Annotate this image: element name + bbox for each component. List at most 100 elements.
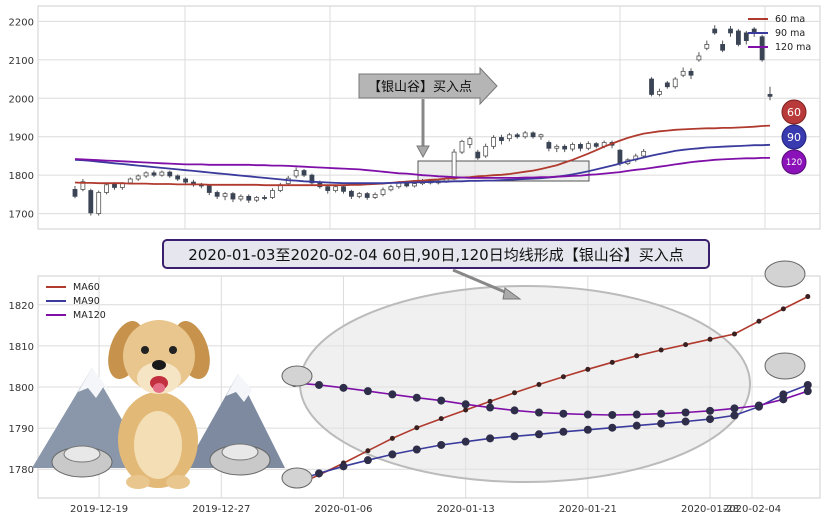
mountain-left-snow <box>78 368 112 398</box>
ma60-point <box>756 318 762 324</box>
candle-body <box>475 151 481 159</box>
badge-120-label: 120 <box>786 158 802 168</box>
badge-120 <box>781 149 807 175</box>
ma120-point <box>486 403 495 412</box>
legend-label-ma60: MA60 <box>73 282 100 293</box>
badge-90-label: 90 <box>787 131 801 144</box>
bottom-ma-lines <box>290 294 812 489</box>
top-y-tick-label: 1900 <box>9 133 34 144</box>
ma90-point <box>388 450 397 459</box>
candle-body <box>680 70 686 76</box>
candle-body <box>222 193 228 197</box>
candle-body <box>293 170 299 177</box>
ma90-line <box>294 384 809 483</box>
bottom-x-tick-label: 2020-01-06 <box>314 504 372 515</box>
ma60-line <box>74 124 771 187</box>
candle-body <box>546 142 552 149</box>
candle-body <box>467 138 473 145</box>
legend-label-ma120: MA120 <box>73 310 106 321</box>
ma60-point <box>658 347 664 353</box>
candle-body <box>372 193 378 198</box>
candle-body <box>514 134 520 138</box>
bottom-legend: MA60 MA90 MA120 <box>46 282 106 321</box>
banner-pointer-head <box>502 287 522 300</box>
ma60-point <box>731 331 737 337</box>
legend-label-120ma: 120 ma <box>775 42 811 53</box>
ma60-point <box>463 407 469 413</box>
dog-eye-left <box>141 346 149 354</box>
ma60-point <box>707 336 713 342</box>
candle-body <box>499 137 504 141</box>
candle-body <box>349 190 354 197</box>
ma120-point <box>559 409 568 418</box>
candle-body <box>72 188 78 197</box>
legend-label-60ma: 60 ma <box>775 14 805 25</box>
ma90-point <box>534 430 543 439</box>
candle-body <box>388 186 394 191</box>
candle-body <box>506 134 512 140</box>
mountain-right <box>185 374 285 468</box>
annotation-arrow-box <box>358 66 498 106</box>
candle-body <box>593 143 599 147</box>
ma60-point <box>438 416 444 422</box>
candle-body <box>80 181 86 190</box>
ma120-point <box>315 380 324 389</box>
candle-body <box>649 78 654 95</box>
candle-body <box>112 183 117 188</box>
dog-nose <box>152 360 166 370</box>
legend-label-90ma: 90 ma <box>775 28 805 39</box>
ingot-ma60-start <box>281 467 313 489</box>
buy-point-annotation: 【银山谷】买入点 <box>358 66 498 159</box>
ma60-point <box>805 294 811 300</box>
candle-body <box>333 186 339 191</box>
ma120-point <box>339 383 348 392</box>
ma90-point <box>461 437 470 446</box>
ma120-line <box>294 382 809 416</box>
ma60-point <box>536 382 542 388</box>
dog-paw-right <box>166 475 190 489</box>
bottom-chart: 1820 1810 1800 1790 1780 2019-12-19 2019-12-2… <box>9 260 821 515</box>
candle-body <box>325 186 331 191</box>
candle-body <box>230 193 236 200</box>
ma60-point <box>512 390 518 396</box>
dog-illustration <box>108 320 210 489</box>
candle-body <box>175 175 181 180</box>
ma60-point <box>560 374 566 380</box>
bottom-y-tick-label: 1780 <box>9 465 34 476</box>
candle-body <box>736 30 741 45</box>
candle-body <box>301 170 307 176</box>
ma120-point <box>779 395 788 404</box>
bottom-x-tick-label: 2020-02-04 <box>723 504 781 515</box>
bottom-x-tick-label: 2019-12-27 <box>192 504 250 515</box>
ma60-point <box>609 359 615 365</box>
bottom-y-tick-label: 1790 <box>9 424 34 435</box>
top-legend: 60 ma 90 ma 120 ma <box>748 14 811 53</box>
annotation-pointer-head <box>416 145 430 159</box>
line-end-ingots <box>281 260 806 489</box>
ma120-point <box>461 400 470 409</box>
candle-body <box>254 197 260 201</box>
ma90-point <box>681 417 690 426</box>
ingot-ma120-start <box>281 365 313 387</box>
ma90-point <box>657 419 666 428</box>
ma90-point <box>486 434 495 443</box>
ma120-point <box>803 387 812 396</box>
candle-body <box>522 132 528 138</box>
candle-body <box>104 184 109 193</box>
candle-body <box>617 149 623 165</box>
candle-body <box>570 144 575 150</box>
candle-body <box>159 171 165 176</box>
ma120-point <box>437 396 446 405</box>
candle-body <box>657 90 662 95</box>
ma90-point <box>437 440 446 449</box>
ma120-point <box>510 406 519 415</box>
bottom-x-tick-label: 2020-01-21 <box>559 504 617 515</box>
candle-body <box>578 144 583 149</box>
bottom-x-tick-label: 2019-12-19 <box>70 504 128 515</box>
ma90-point <box>730 411 739 420</box>
mountain-right-snow <box>226 374 252 402</box>
candle-body <box>767 94 773 97</box>
candle-body <box>309 174 315 184</box>
bottom-y-tick-label: 1810 <box>9 342 34 353</box>
